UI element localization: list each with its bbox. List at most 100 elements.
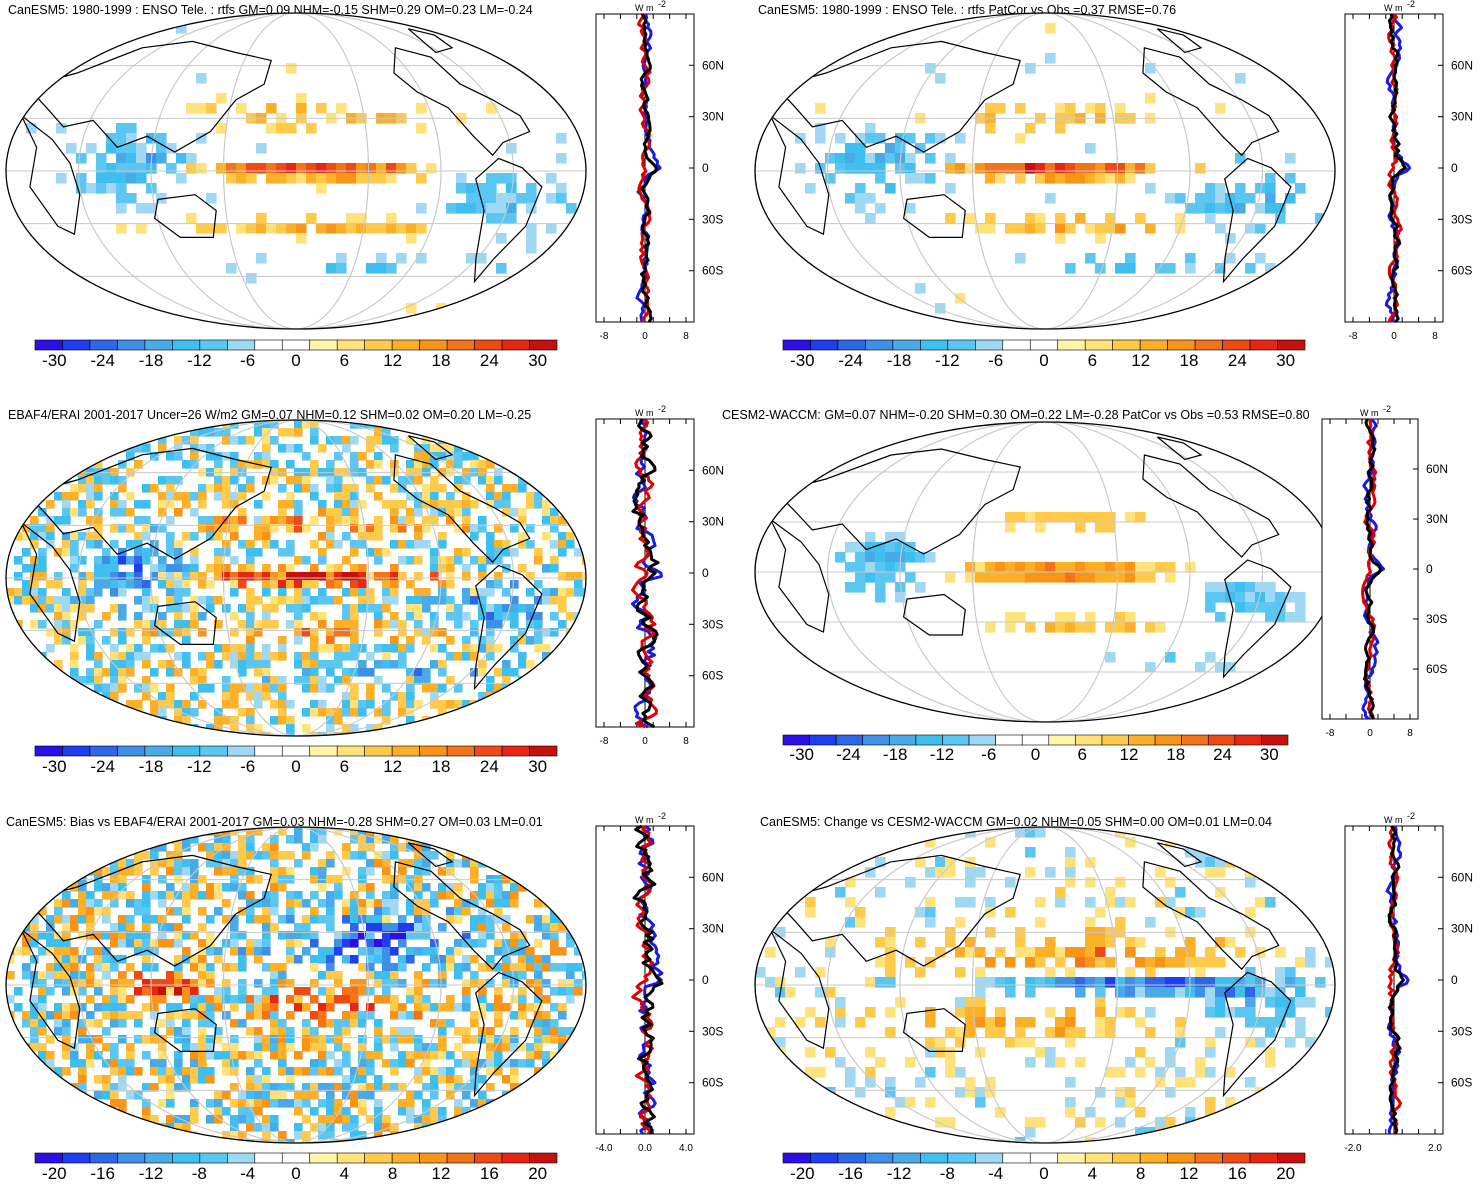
- field-cell: [254, 428, 263, 437]
- field-cell: [278, 580, 287, 589]
- field-cell: [190, 963, 199, 972]
- field-cell: [566, 971, 575, 980]
- field-cell: [134, 1131, 143, 1140]
- field-cell: [502, 835, 511, 844]
- field-cell: [935, 1117, 946, 1128]
- field-cell: [230, 588, 239, 597]
- field-cell: [446, 676, 455, 685]
- field-cell: [1275, 847, 1286, 858]
- field-cell: [190, 955, 199, 964]
- field-cell: [1035, 562, 1046, 573]
- field-cell: [102, 692, 111, 701]
- field-cell: [182, 843, 191, 852]
- field-cell: [566, 732, 575, 736]
- field-cell: [306, 123, 317, 134]
- field-cell: [366, 173, 377, 184]
- field-cell: [1105, 957, 1116, 968]
- field-cell: [310, 596, 319, 605]
- field-cell: [238, 668, 247, 677]
- field-cell: [566, 540, 575, 549]
- field-cell: [1085, 1107, 1096, 1118]
- field-cell: [334, 1083, 343, 1092]
- field-cell: [510, 700, 519, 709]
- field-cell: [326, 223, 337, 234]
- field-cell: [134, 700, 143, 709]
- field-cell: [414, 1035, 423, 1044]
- field-cell: [30, 891, 39, 900]
- field-cell: [534, 851, 543, 860]
- coastline: [902, 593, 966, 636]
- field-cell: [374, 524, 383, 533]
- field-cell: [454, 907, 463, 916]
- field-cell: [62, 947, 71, 956]
- colorbar: -30 -24 -18 -12 -6 0 6 12 18 24 30: [34, 339, 558, 370]
- field-cell: [386, 213, 397, 224]
- field-cell: [190, 532, 199, 541]
- field-cell: [326, 915, 335, 924]
- field-cell: [542, 668, 551, 677]
- field-cell: [1015, 133, 1026, 144]
- field-cell: [1145, 967, 1156, 978]
- field-cell: [526, 500, 535, 509]
- field-cell: [1045, 937, 1056, 948]
- x-tick-label: 8: [683, 736, 689, 747]
- field-cell: [286, 572, 295, 581]
- field-cell: [6, 875, 15, 884]
- field-cell: [542, 899, 551, 908]
- field-cell: [106, 133, 117, 144]
- field-cell: [905, 153, 916, 164]
- field-cell: [30, 604, 39, 613]
- field-cell: [286, 524, 295, 533]
- field-cell: [142, 931, 151, 940]
- field-cell: [1025, 562, 1036, 573]
- red-zonal-curve: [1361, 419, 1378, 720]
- field-cell: [334, 492, 343, 501]
- field-cell: [214, 708, 223, 717]
- graticule-lon: [150, 827, 442, 1143]
- field-cell: [845, 1077, 856, 1088]
- field-cell: [398, 732, 407, 736]
- field-cell: [925, 173, 936, 184]
- field-cell: [126, 452, 135, 461]
- field-cell: [382, 899, 391, 908]
- field-cell: [254, 851, 263, 860]
- field-cell: [302, 684, 311, 693]
- field-cell: [1125, 562, 1136, 573]
- field-cell: [118, 508, 127, 517]
- field-cell: [150, 939, 159, 948]
- field-cell: [366, 987, 375, 996]
- field-cell: [416, 253, 427, 264]
- field-cell: [486, 103, 497, 114]
- field-cell: [422, 1099, 431, 1108]
- field-cell: [174, 963, 183, 972]
- field-cell: [86, 907, 95, 916]
- field-cell: [855, 163, 866, 174]
- field-cell: [1245, 263, 1256, 274]
- field-cell: [62, 596, 71, 605]
- field-cell: [382, 1123, 391, 1132]
- field-cell: [254, 915, 263, 924]
- field-cell: [502, 732, 511, 736]
- field-cell: [246, 907, 255, 916]
- field-cell: [374, 548, 383, 557]
- field-cell: [246, 995, 255, 1004]
- field-cell: [174, 652, 183, 661]
- field-cell: [502, 947, 511, 956]
- field-cell: [462, 732, 471, 736]
- unit-superscript: -2: [658, 404, 666, 414]
- field-cell: [454, 1059, 463, 1068]
- field-cell: [334, 572, 343, 581]
- field-cell: [416, 203, 427, 214]
- field-cell: [406, 1035, 415, 1044]
- field-cell: [1015, 612, 1026, 623]
- field-cell: [326, 1051, 335, 1060]
- field-cell: [96, 183, 107, 194]
- colorbar-label: -12: [139, 1164, 164, 1183]
- field-cell: [454, 700, 463, 709]
- field-cell: [755, 1107, 766, 1118]
- field-cell: [510, 620, 519, 629]
- field-cell: [925, 1047, 936, 1058]
- field-cell: [462, 524, 471, 533]
- field-cell: [270, 1123, 279, 1132]
- field-cell: [116, 193, 127, 204]
